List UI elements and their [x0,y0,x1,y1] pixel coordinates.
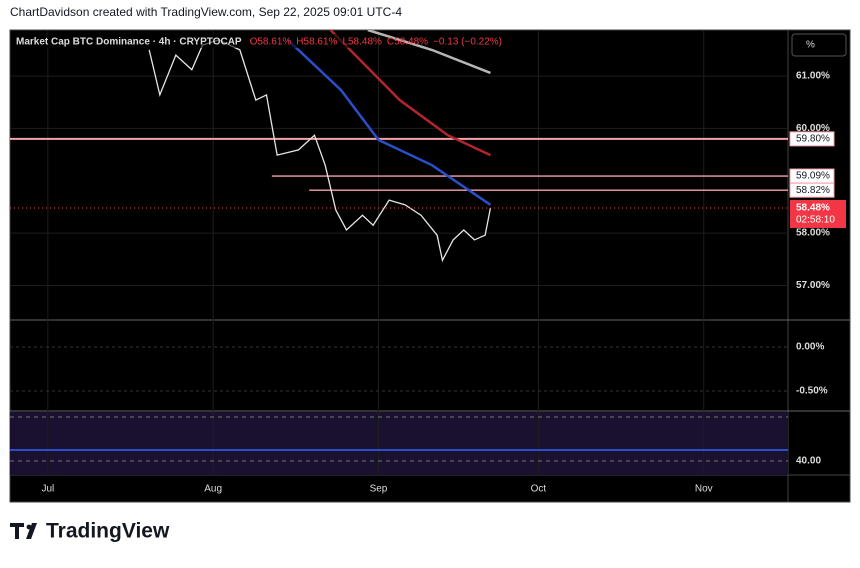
y-tick-label: 60.00% [796,123,830,134]
x-tick-label: Sep [370,484,388,495]
moving-average [329,30,491,157]
level-label: 59.80% [796,134,830,145]
last-price-tag [790,199,846,228]
x-tick-label: Nov [695,484,713,495]
moving-average [367,30,491,75]
y-tick-label: -0.50% [796,386,828,397]
price-pane [10,30,788,263]
brand: TradingView [46,520,170,543]
level-label: 59.09% [796,171,830,182]
legend-value: −0.13 (−0.22%) [433,37,502,48]
scale-button[interactable] [791,33,847,57]
y-tick-label: 40.00 [796,456,821,467]
scale-button-label: % [806,40,815,51]
legend-value: H58.61% [296,37,337,48]
countdown: 02:58:10 [796,215,835,226]
legend-bg [12,34,372,48]
legend-title: Market Cap BTC Dominance · 4h · CRYPTOCA… [16,37,242,48]
level-label: 58.82% [796,185,830,196]
level-tag [789,131,835,147]
logo [10,523,37,539]
legend-value: O58.61% [250,37,292,48]
level-tag [789,182,835,198]
x-tick-label: Jul [41,484,54,495]
y-tick-label: 0.00% [796,342,824,353]
x-tick-label: Aug [204,484,222,495]
y-tick-label: 57.00% [796,280,830,291]
y-tick-label: 58.00% [796,228,830,239]
x-tick-label: Oct [531,484,547,495]
y-tick-label: 61.00% [796,71,830,82]
last-price-label: 58.48% [796,203,830,214]
header: ChartDavidson created with TradingView.c… [10,5,402,19]
legend-value: C58.48% [387,37,428,48]
moving-average [286,39,492,206]
legend-value: L58.48% [342,37,382,48]
rsi-background [10,412,788,475]
